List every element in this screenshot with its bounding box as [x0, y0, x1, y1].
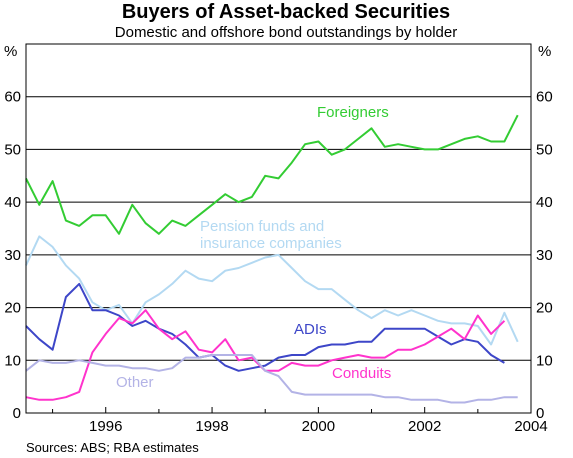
y-tick-label-right: 10: [536, 352, 553, 369]
series-layer: [25, 114, 519, 404]
series-line-pension-funds-and-insurance-companies: [25, 235, 519, 346]
series-label-adis: ADIs: [294, 321, 327, 338]
series-label-pension-funds-and-insurance-companies: insurance companies: [200, 235, 342, 252]
y-tick-label-right: 30: [536, 247, 553, 264]
series-line-other: [25, 354, 518, 404]
series-label-conduits: Conduits: [332, 365, 391, 382]
y-tick-label-left: 40: [4, 194, 21, 211]
x-tick-label: 2002: [408, 418, 441, 435]
y-tick-label-left: 30: [4, 247, 21, 264]
series-line-adis: [25, 282, 505, 372]
y-tick-label-right: 20: [536, 300, 553, 317]
y-tick-label-right: 40: [536, 194, 553, 211]
x-tick-label: 2004: [514, 418, 547, 435]
y-tick-label-left: 20: [4, 300, 21, 317]
chart-title: Buyers of Asset-backed Securities: [122, 1, 450, 23]
series-label-other: Other: [116, 374, 154, 391]
chart-subtitle: Domestic and offshore bond outstandings …: [115, 24, 457, 41]
series-line-foreigners: [25, 114, 519, 235]
axes: 0 0 10 10 20 20 30 30 40 40 50 50 60 60 1996 1998 2000 20…: [4, 89, 552, 435]
x-tick-label: 1998: [195, 418, 228, 435]
x-tick-label: 2000: [302, 418, 335, 435]
y-tick-label-right: 0: [536, 405, 544, 422]
y-unit-left: %: [4, 43, 17, 60]
series-line-conduits: [25, 309, 506, 401]
y-tick-label-right: 50: [536, 141, 553, 158]
y-tick-label-left: 0: [13, 405, 21, 422]
source-note: Sources: ABS; RBA estimates: [26, 440, 199, 455]
series-label-foreigners: Foreigners: [317, 104, 389, 121]
y-tick-label-left: 50: [4, 141, 21, 158]
series-label-pension-funds-and-insurance-companies: Pension funds and: [200, 218, 324, 235]
y-tick-label-right: 60: [536, 89, 553, 106]
plot-frame: [25, 43, 532, 414]
y-unit-right: %: [538, 43, 551, 60]
x-tick-label: 1996: [89, 418, 122, 435]
y-tick-label-left: 60: [4, 89, 21, 106]
y-tick-label-left: 10: [4, 352, 21, 369]
